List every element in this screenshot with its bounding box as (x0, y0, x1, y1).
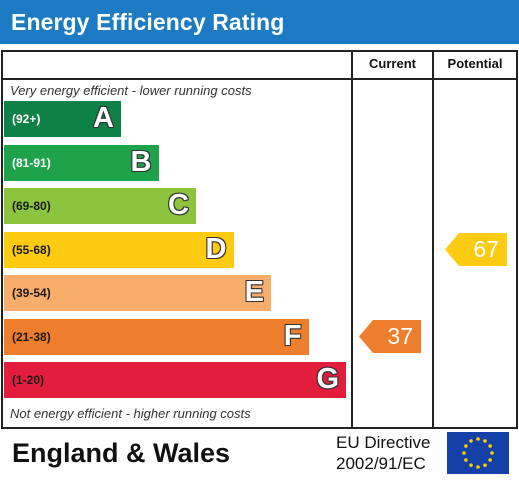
band-letter: C (168, 189, 189, 221)
band-range-label: (92+) (12, 112, 41, 126)
band-letter: A (93, 102, 114, 134)
potential-column-header: Potential (447, 56, 503, 71)
band-letter: F (283, 319, 302, 352)
directive-line-1: EU Directive (336, 433, 431, 452)
current-column-divider (351, 50, 353, 429)
header-row-divider (1, 78, 518, 80)
band-range-label: (81-91) (12, 155, 51, 170)
eu-directive: EU Directive 2002/91/EC (336, 432, 444, 474)
potential-rating-marker: 67 (445, 232, 507, 266)
band-range-label: (39-54) (12, 286, 51, 300)
band-d: (55-68) D (4, 231, 234, 268)
chart-title: Energy Efficiency Rating (0, 0, 519, 44)
band-e: (39-54) E (4, 275, 271, 311)
potential-column-divider (432, 50, 434, 429)
efficient-note: Very energy efficient - lower running co… (10, 83, 252, 98)
band-letter: G (316, 363, 339, 395)
band-f: (21-38) F (4, 318, 309, 355)
band-letter: B (130, 145, 152, 178)
potential-rating-value: 67 (473, 235, 499, 262)
eu-flag-icon (447, 432, 509, 474)
current-column-header: Current (369, 56, 416, 71)
inefficient-note: Not energy efficient - higher running co… (10, 406, 251, 421)
band-range-label: (1-20) (12, 373, 45, 387)
band-range-label: (55-68) (12, 242, 51, 257)
band-range-label: (69-80) (12, 199, 51, 213)
band-a: (92+) A (4, 101, 121, 137)
directive-line-2: 2002/91/EC (336, 454, 426, 473)
band-g: (1-20) G (4, 362, 346, 398)
region-label: England & Wales (12, 438, 231, 468)
band-b: (81-91) B (4, 144, 159, 181)
band-letter: D (205, 232, 227, 265)
current-rating-value: 37 (387, 322, 413, 349)
footer-divider (1, 427, 518, 429)
current-rating-marker: 37 (359, 319, 421, 353)
band-c: (69-80) C (4, 188, 196, 224)
band-letter: E (244, 276, 264, 308)
band-range-label: (21-38) (12, 329, 51, 344)
